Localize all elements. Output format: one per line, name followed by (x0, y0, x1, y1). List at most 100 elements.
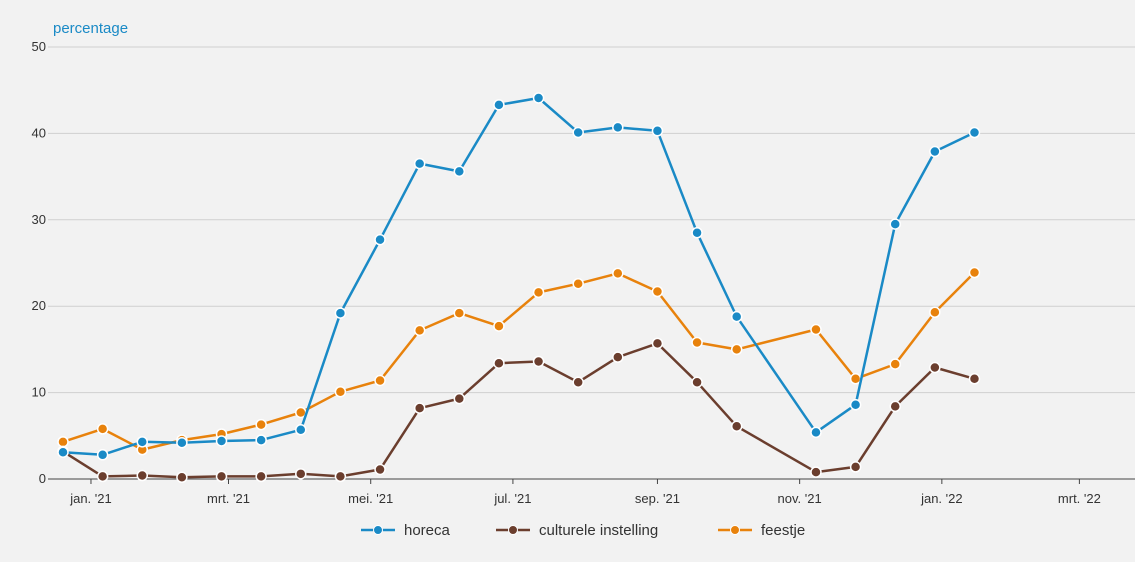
legend-item-feestje[interactable]: feestje (718, 522, 805, 539)
data-point[interactable] (810, 466, 822, 478)
legend-item-horeca[interactable]: horeca (361, 522, 451, 539)
data-point[interactable] (255, 470, 267, 483)
x-tick-label: mrt. '22 (1058, 491, 1101, 506)
legend-label: culturele instelling (539, 522, 658, 539)
data-point[interactable] (295, 468, 307, 480)
data-point[interactable] (453, 307, 466, 319)
data-point[interactable] (493, 357, 505, 369)
data-point[interactable] (968, 126, 981, 139)
data-point[interactable] (493, 99, 505, 111)
legend-label: feestje (761, 522, 805, 539)
data-point[interactable] (572, 126, 584, 139)
data-point[interactable] (532, 286, 545, 299)
y-tick-label: 0 (39, 471, 46, 486)
data-point[interactable] (374, 463, 386, 476)
data-point[interactable] (453, 165, 466, 178)
y-tick-label: 40 (32, 125, 46, 140)
legend-swatch-dot (373, 525, 383, 535)
series-line (62, 342, 975, 479)
gridlines (48, 46, 1135, 394)
legend[interactable]: horeca culturele instelling feestje (361, 522, 805, 539)
x-axis-ticks: jan. '21 mrt. '21 mei. '21 jul. '21 sep. '21… (69, 479, 1101, 506)
data-point[interactable] (849, 373, 862, 385)
legend-swatch-dot (730, 525, 740, 535)
x-tick-label: jan. '21 (69, 491, 112, 506)
data-point[interactable] (889, 400, 901, 413)
data-point[interactable] (730, 310, 743, 323)
series-group (57, 92, 981, 484)
data-point[interactable] (374, 374, 386, 387)
y-tick-label: 20 (32, 298, 46, 313)
data-point[interactable] (651, 285, 664, 298)
data-point[interactable] (691, 336, 703, 349)
data-point[interactable] (929, 306, 941, 318)
data-point[interactable] (136, 469, 149, 482)
data-point[interactable] (176, 471, 188, 484)
data-point[interactable] (968, 266, 981, 279)
data-point[interactable] (413, 157, 426, 170)
data-point[interactable] (96, 449, 109, 461)
data-point[interactable] (255, 434, 267, 446)
data-point[interactable] (453, 392, 466, 405)
legend-item-culturele-instelling[interactable]: culturele instelling (496, 522, 658, 539)
data-point[interactable] (96, 423, 109, 435)
x-tick-label: jan. '22 (920, 491, 963, 506)
data-point[interactable] (730, 420, 743, 433)
data-point[interactable] (572, 277, 584, 290)
data-point[interactable] (572, 376, 584, 388)
x-tick-label: jul. '21 (493, 491, 531, 506)
y-tick-label: 50 (32, 39, 46, 54)
x-tick-label: sep. '21 (635, 491, 680, 506)
data-point[interactable] (215, 470, 228, 483)
series-line (62, 271, 976, 451)
data-point[interactable] (810, 426, 822, 439)
data-point[interactable] (929, 361, 941, 374)
data-point[interactable] (96, 470, 109, 483)
data-point[interactable] (730, 343, 743, 356)
data-point[interactable] (849, 461, 862, 473)
x-tick-label: mei. '21 (348, 491, 393, 506)
data-point[interactable] (334, 385, 347, 398)
series-feestje (57, 266, 981, 456)
data-point[interactable] (849, 398, 862, 411)
data-point[interactable] (413, 324, 426, 337)
x-tick-label: mrt. '21 (207, 491, 250, 506)
data-point[interactable] (57, 436, 69, 448)
data-point[interactable] (612, 121, 624, 134)
data-point[interactable] (255, 418, 267, 431)
data-point[interactable] (691, 227, 703, 239)
series-line (62, 96, 976, 457)
data-point[interactable] (334, 470, 347, 483)
data-point[interactable] (612, 267, 624, 280)
legend-label: horeca (404, 522, 451, 539)
legend-swatch-dot (508, 525, 518, 535)
data-point[interactable] (532, 92, 545, 104)
data-point[interactable] (374, 233, 386, 246)
data-point[interactable] (691, 376, 703, 388)
data-point[interactable] (929, 145, 941, 158)
data-point[interactable] (968, 373, 981, 385)
y-tick-label: 30 (32, 212, 46, 227)
data-point[interactable] (651, 337, 664, 350)
data-point[interactable] (413, 402, 426, 414)
data-point[interactable] (215, 435, 228, 447)
data-point[interactable] (889, 218, 901, 230)
y-tick-label: 10 (32, 385, 46, 400)
data-point[interactable] (612, 351, 624, 363)
data-point[interactable] (810, 323, 822, 336)
data-point[interactable] (57, 446, 69, 458)
y-axis-label: percentage (53, 20, 128, 37)
series-culturele-instelling (57, 337, 981, 484)
data-point[interactable] (493, 320, 505, 332)
data-point[interactable] (651, 125, 664, 137)
y-axis-ticks: 0 10 20 30 40 50 (32, 39, 46, 486)
data-point[interactable] (176, 436, 188, 449)
data-point[interactable] (889, 358, 901, 370)
series-horeca (57, 92, 981, 461)
x-tick-label: nov. '21 (778, 491, 822, 506)
data-point[interactable] (334, 307, 347, 319)
data-point[interactable] (532, 355, 545, 368)
data-point[interactable] (136, 436, 149, 448)
data-point[interactable] (295, 424, 307, 436)
